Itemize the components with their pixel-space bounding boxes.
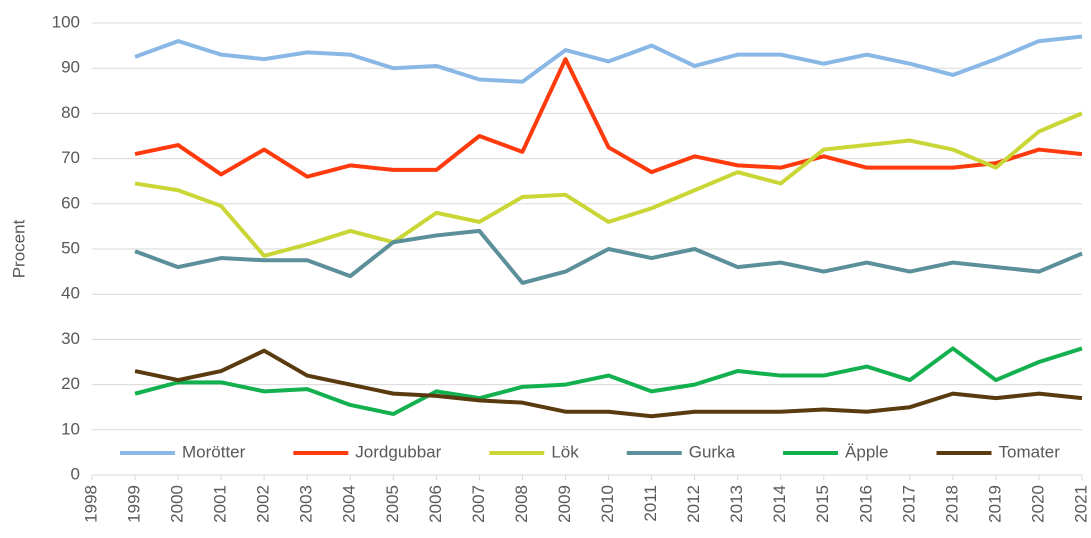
y-tick-label: 10	[61, 419, 80, 438]
x-tick-label: 2015	[813, 485, 832, 523]
legend-label: Gurka	[689, 442, 736, 461]
x-tick-label: 2018	[942, 485, 961, 523]
x-tick-label: 2011	[641, 485, 660, 522]
y-tick-label: 80	[61, 103, 80, 122]
x-tick-label: 2012	[684, 485, 703, 523]
legend-label: Lök	[551, 442, 579, 461]
x-tick-label: 2005	[383, 485, 402, 523]
legend-label: Jordgubbar	[355, 442, 441, 461]
y-tick-label: 60	[61, 193, 80, 212]
data-line	[134, 57, 1083, 179]
x-tick-label: 2006	[426, 485, 445, 523]
data-line	[134, 34, 1083, 84]
y-tick-label: 70	[61, 148, 80, 167]
y-axis-label: Procent	[9, 219, 28, 278]
data-line	[134, 228, 1083, 285]
x-tick-label: 2008	[512, 485, 531, 523]
data-line	[134, 348, 1083, 419]
x-tick-label: 1999	[125, 485, 144, 523]
y-tick-label: 20	[61, 374, 80, 393]
x-tick-label: 2007	[469, 485, 488, 523]
x-tick-label: 2014	[770, 485, 789, 523]
x-tick-label: 2003	[297, 485, 316, 523]
x-tick-label: 2017	[899, 485, 918, 523]
x-tick-label: 2000	[168, 485, 187, 523]
y-tick-label: 30	[61, 329, 80, 348]
y-tick-label: 100	[52, 12, 80, 31]
y-tick-label: 90	[61, 58, 80, 77]
x-tick-label: 2009	[555, 485, 574, 523]
x-tick-label: 2019	[985, 485, 1004, 523]
y-tick-label: 40	[61, 284, 80, 303]
x-tick-label: 2016	[856, 485, 875, 523]
x-tick-label: 2020	[1028, 485, 1047, 523]
legend-label: Morötter	[182, 442, 246, 461]
legend-label: Tomater	[999, 442, 1061, 461]
data-line	[134, 111, 1083, 258]
x-tick-label: 2010	[598, 485, 617, 523]
y-tick-label: 0	[71, 464, 80, 483]
y-tick-label: 50	[61, 238, 80, 257]
x-tick-label: 2001	[211, 485, 230, 523]
x-tick-label: 2004	[340, 485, 359, 523]
x-tick-label: 2021	[1071, 485, 1090, 523]
legend-label: Äpple	[845, 442, 888, 461]
x-tick-label: 1998	[81, 485, 100, 523]
data-line	[134, 346, 1083, 416]
x-tick-label: 2002	[254, 485, 273, 523]
x-tick-label: 2013	[727, 485, 746, 523]
